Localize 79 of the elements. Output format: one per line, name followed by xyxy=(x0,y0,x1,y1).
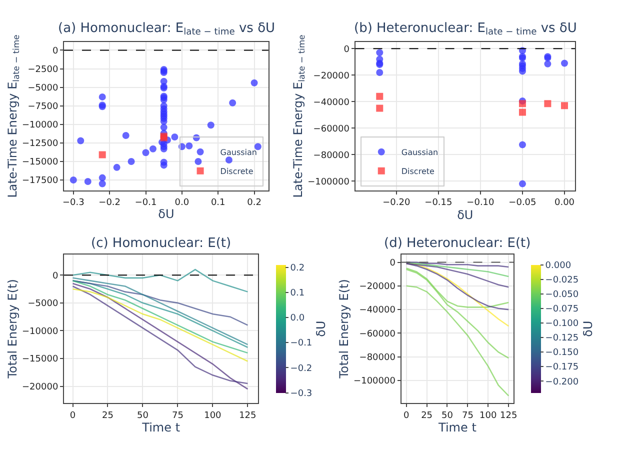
y-tick-label: −15000 xyxy=(22,354,58,365)
x-axis-title: δU xyxy=(158,207,174,222)
x-tick-label: −0.20 xyxy=(382,198,410,208)
y-tick-label: −10000 xyxy=(22,326,58,337)
legend-label: Gaussian xyxy=(401,148,438,158)
y-tick-label: −100000 xyxy=(308,177,350,188)
x-tick-label: 25 xyxy=(421,410,433,421)
color-bar-title: δU xyxy=(580,320,595,337)
color-bar-label: −0.2 xyxy=(290,364,312,374)
x-axis-title: Time t xyxy=(438,420,477,435)
y-tick-label: −40000 xyxy=(313,98,350,108)
y-tick-label: −17500 xyxy=(22,176,58,186)
chart-title: (b) Heteronuclear: E$_{late − time}$ vs δU xyxy=(354,21,577,38)
color-bar-label: −0.050 xyxy=(545,290,579,300)
y-tick-label: −60000 xyxy=(313,124,350,134)
y-tick-label: −7500 xyxy=(28,102,58,112)
x-tick-label: 0.00 xyxy=(554,198,575,208)
x-axis-title: δU xyxy=(457,208,474,222)
x-tick-label: 100 xyxy=(480,410,498,421)
x-tick-label: 0.1 xyxy=(210,198,226,208)
x-tick-label: −0.10 xyxy=(466,198,495,208)
legend-label: Discrete xyxy=(220,167,254,176)
x-tick-label: 50 xyxy=(136,410,149,421)
chart-title: (a) Homonuclear: E$_{late − time}$ vs δU xyxy=(58,21,276,38)
color-bar-label: 0.2 xyxy=(290,263,305,274)
x-tick-label: 75 xyxy=(172,410,184,421)
y-tick-label: −20000 xyxy=(22,382,58,392)
y-tick-label: −12500 xyxy=(22,139,58,150)
x-tick-label: −0.1 xyxy=(134,198,157,208)
color-bar-label: −0.150 xyxy=(545,348,579,358)
color-bar-label: −0.025 xyxy=(545,275,579,286)
x-tick-label: 0.0 xyxy=(174,198,190,208)
x-axis-title: Time t xyxy=(141,420,180,435)
x-tick-label: 125 xyxy=(500,410,518,421)
y-tick-label: 0 xyxy=(390,258,396,268)
y-tick-label: −20000 xyxy=(313,71,350,82)
x-tick-label: −0.15 xyxy=(424,198,452,208)
color-bar-label: −0.3 xyxy=(290,388,312,399)
y-tick-label: −15000 xyxy=(22,158,58,168)
color-bar-title: δU xyxy=(314,320,328,337)
y-tick-label: −10000 xyxy=(22,120,58,131)
x-tick-label: −0.3 xyxy=(62,198,84,208)
y-tick-label: −100000 xyxy=(354,376,396,387)
color-bar-label: −0.100 xyxy=(545,319,579,330)
color-bar-label: −0.175 xyxy=(545,362,579,373)
y-tick-label: −5000 xyxy=(28,83,58,94)
x-tick-label: 0 xyxy=(70,410,76,421)
color-bar-label: −0.1 xyxy=(290,338,312,349)
chart-title: (d) Heteronuclear: E(t) xyxy=(384,236,531,251)
y-tick-label: −2500 xyxy=(28,64,58,75)
x-tick-label: 75 xyxy=(462,410,474,421)
y-tick-label: −60000 xyxy=(359,329,396,340)
legend-label: Discrete xyxy=(401,167,434,176)
y-tick-label: −40000 xyxy=(359,306,396,316)
y-tick-label: 0 xyxy=(52,271,58,282)
x-tick-label: 100 xyxy=(204,410,222,421)
x-tick-label: 50 xyxy=(442,410,454,421)
chart-title: (c) Homonuclear: E(t) xyxy=(91,236,232,251)
y-tick-label: −5000 xyxy=(28,299,58,310)
x-tick-label: −0.2 xyxy=(98,198,121,208)
y-tick-label: −80000 xyxy=(359,352,396,363)
y-tick-label: 0 xyxy=(52,46,58,56)
y-tick-label: 0 xyxy=(344,44,350,55)
x-tick-label: 0.2 xyxy=(247,198,262,208)
color-bar-label: −0.075 xyxy=(545,304,579,315)
color-bar-label: −0.200 xyxy=(545,377,579,388)
legend-label: Gaussian xyxy=(220,148,257,158)
color-bar-label: 0.000 xyxy=(545,260,572,271)
color-bar-label: −0.125 xyxy=(545,334,579,344)
x-tick-label: 125 xyxy=(239,410,256,421)
y-axis-title: Total Energy E(t) xyxy=(336,279,351,380)
x-tick-label: 25 xyxy=(102,410,114,421)
color-bar-label: 0.1 xyxy=(290,288,305,299)
x-tick-label: 0 xyxy=(403,410,410,421)
y-axis-title: Total Energy E(t) xyxy=(5,279,20,380)
x-tick-label: −0.05 xyxy=(508,198,536,208)
y-tick-label: −20000 xyxy=(359,282,396,292)
color-bar-label: 0.0 xyxy=(290,314,305,324)
y-tick-label: −80000 xyxy=(313,150,350,161)
